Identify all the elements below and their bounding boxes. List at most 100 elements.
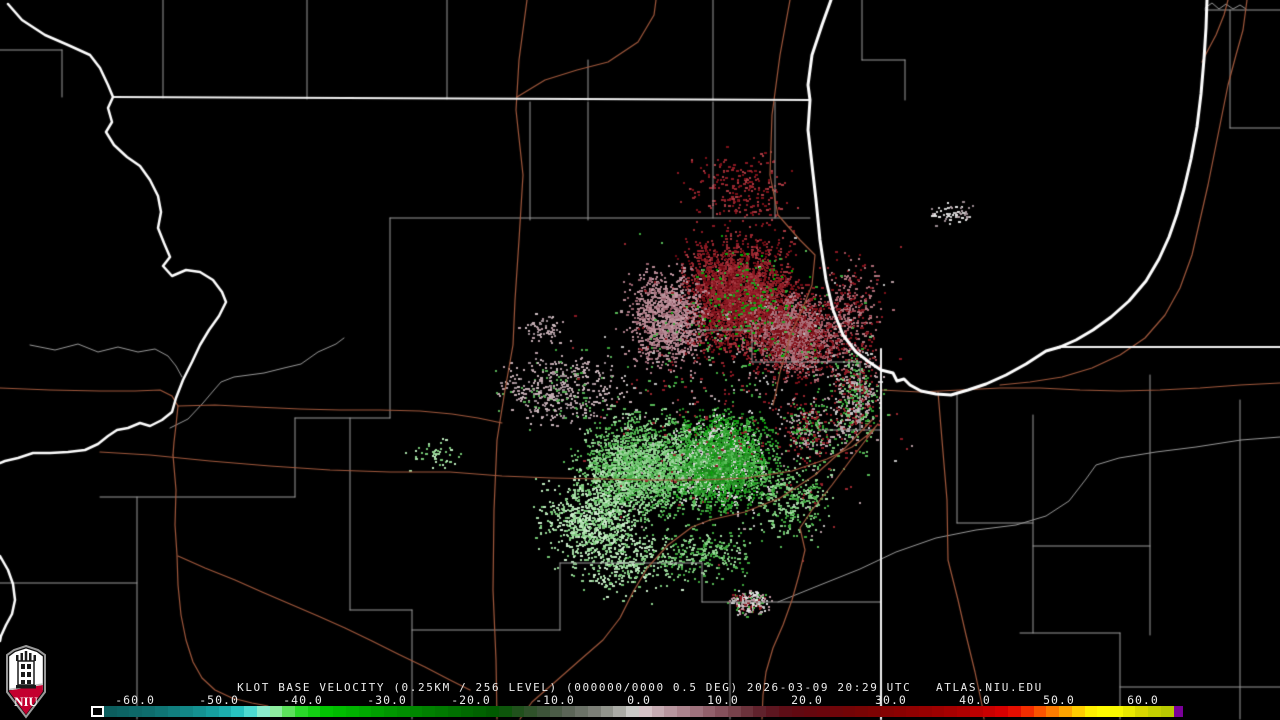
colorbar-cell <box>193 706 206 717</box>
colorbar-cell <box>473 706 487 717</box>
colorbar-cell <box>600 706 614 717</box>
colorbar-cell <box>753 706 767 717</box>
colorbar-cell <box>995 706 1009 717</box>
colorbar-cell <box>778 706 792 717</box>
colorbar-cell <box>333 706 346 717</box>
colorbar-cell <box>409 706 423 717</box>
colorbar-cell <box>104 706 117 717</box>
colorbar-tick-label: -20.0 <box>451 693 491 707</box>
colorbar-cell <box>715 706 728 717</box>
colorbar-cell <box>638 706 652 717</box>
colorbar-cell <box>345 706 359 717</box>
colorbar-cell <box>282 706 296 717</box>
colorbar-cell <box>817 706 830 717</box>
colorbar-cell <box>142 706 155 717</box>
colorbar-cell <box>702 706 716 717</box>
colorbar-tick-label: -30.0 <box>367 693 407 707</box>
colorbar-cell <box>906 706 919 717</box>
colorbar-cell <box>880 706 894 717</box>
colorbar-tick-label: 10.0 <box>707 693 739 707</box>
colorbar-cell <box>447 706 461 717</box>
colorbar-cell <box>740 706 754 717</box>
colorbar-cell <box>460 706 474 717</box>
colorbar-cell <box>969 706 983 717</box>
colorbar-cell <box>486 706 499 717</box>
colorbar-cell <box>1033 706 1047 717</box>
colorbar-cell <box>893 706 907 717</box>
colorbar-cell <box>868 706 881 717</box>
colorbar-cell <box>1148 706 1161 717</box>
colorbar-cell <box>804 706 818 717</box>
colorbar-cell <box>231 706 245 717</box>
colorbar-cell <box>1110 706 1123 717</box>
colorbar-cell <box>842 706 856 717</box>
colorbar-cell <box>677 706 690 717</box>
colorbar-cell <box>855 706 869 717</box>
colorbar-cell <box>1008 706 1021 717</box>
colorbar-cell <box>727 706 741 717</box>
colorbar-cell <box>307 706 321 717</box>
colorbar-tick-label: 50.0 <box>1043 693 1075 707</box>
velocity-colorbar <box>91 706 1183 717</box>
product-title: KLOT BASE VELOCITY (0.25KM / 256 LEVEL) … <box>237 681 1043 694</box>
colorbar-cell <box>664 706 678 717</box>
niu-logo: NIU <box>6 645 46 719</box>
colorbar-cell <box>1084 706 1098 717</box>
colorbar-cell <box>1122 706 1136 717</box>
colorbar-cell <box>435 706 448 717</box>
colorbar-tick-label: 20.0 <box>791 693 823 707</box>
colorbar-cell <box>167 706 181 717</box>
colorbar-cell <box>1071 706 1085 717</box>
colorbar-cell <box>511 706 525 717</box>
colorbar-cell <box>396 706 410 717</box>
colorbar-cell <box>422 706 436 717</box>
colorbar-tick-label: 30.0 <box>875 693 907 707</box>
castle-icon <box>16 651 36 689</box>
colorbar-cell <box>957 706 970 717</box>
colorbar-tick-label: 40.0 <box>959 693 991 707</box>
colorbar-tick-label: -60.0 <box>115 693 155 707</box>
colorbar-tick-label: -10.0 <box>535 693 575 707</box>
colorbar-cell <box>218 706 232 717</box>
colorbar-rf-box-right <box>1173 706 1183 717</box>
colorbar-tick-label: 60.0 <box>1127 693 1159 707</box>
colorbar-rf-box-left <box>91 706 104 717</box>
colorbar-cell <box>244 706 257 717</box>
colorbar-cell <box>205 706 219 717</box>
colorbar-cell <box>562 706 576 717</box>
colorbar-cell <box>269 706 283 717</box>
colorbar-cell <box>829 706 843 717</box>
colorbar-cell <box>320 706 334 717</box>
colorbar-cell <box>613 706 627 717</box>
colorbar-cell <box>154 706 168 717</box>
colorbar-cell <box>180 706 194 717</box>
colorbar-cell <box>791 706 805 717</box>
colorbar-cell <box>919 706 932 717</box>
colorbar-cell <box>626 706 639 717</box>
colorbar-cell <box>549 706 563 717</box>
colorbar-cell <box>1059 706 1072 717</box>
colorbar-cell <box>358 706 372 717</box>
colorbar-tick-label: 0.0 <box>627 693 651 707</box>
colorbar-cell <box>524 706 537 717</box>
colorbar-cell <box>116 706 130 717</box>
colorbar-cell <box>689 706 703 717</box>
colorbar-cell <box>931 706 945 717</box>
colorbar-cell <box>1135 706 1149 717</box>
colorbar-cell <box>575 706 588 717</box>
colorbar-cell <box>384 706 397 717</box>
colorbar-cell <box>587 706 601 717</box>
colorbar-tick-label: -40.0 <box>283 693 323 707</box>
shield-red-band <box>9 685 43 715</box>
colorbar-cell <box>129 706 143 717</box>
colorbar-cell <box>651 706 665 717</box>
colorbar-cell <box>536 706 550 717</box>
colorbar-cell <box>944 706 958 717</box>
colorbar-cell <box>1097 706 1111 717</box>
colorbar-cell <box>295 706 308 717</box>
niu-logo-text: NIU <box>14 694 38 709</box>
colorbar-cell <box>371 706 385 717</box>
colorbar-cell <box>1020 706 1034 717</box>
colorbar-cell <box>256 706 270 717</box>
